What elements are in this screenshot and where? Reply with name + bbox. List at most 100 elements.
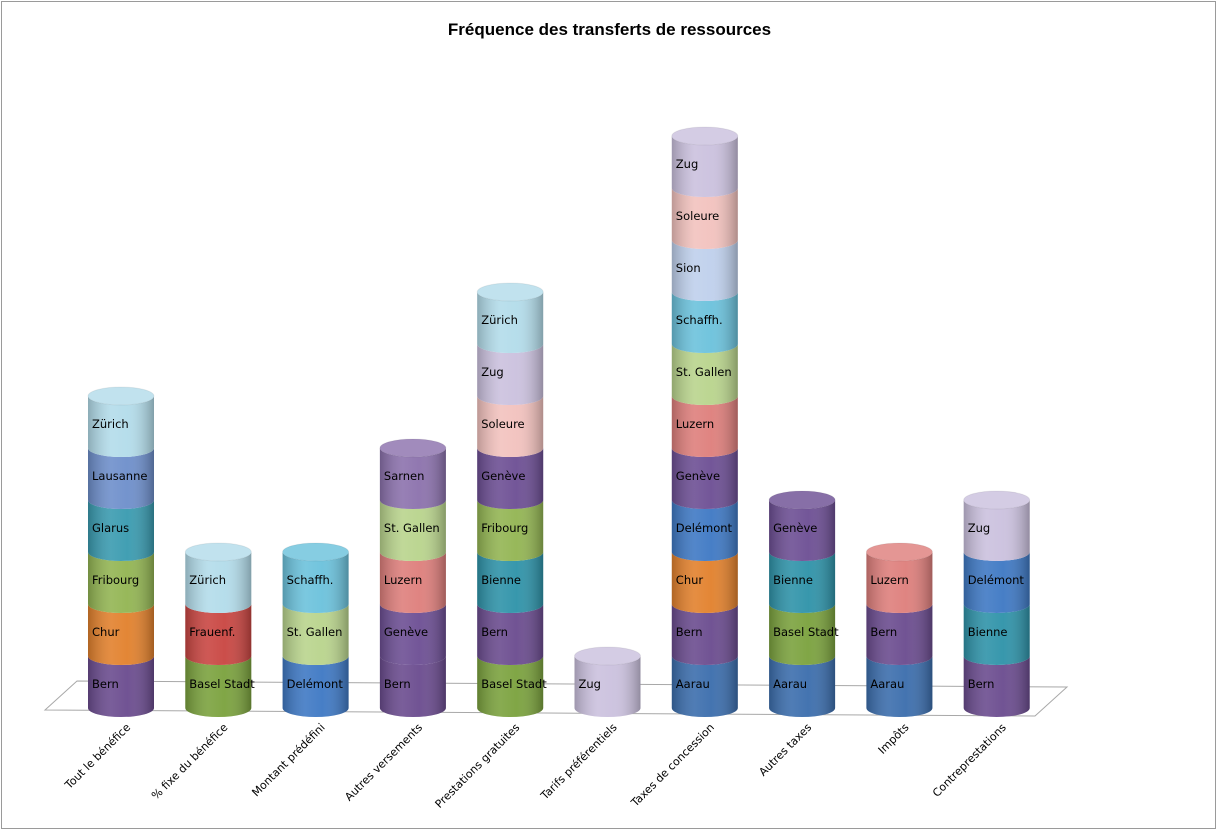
bar-segment: Zürich bbox=[185, 552, 252, 613]
segment-shade bbox=[671, 136, 738, 197]
segment-shade bbox=[866, 656, 933, 717]
segment-label: Genève bbox=[676, 469, 720, 483]
segment-shade bbox=[769, 552, 836, 613]
bar-segment: Luzern bbox=[866, 552, 933, 613]
segment-label: Aarau bbox=[773, 677, 807, 691]
segment-label: Bern bbox=[870, 625, 897, 639]
category-label-prestations-gratuites: Prestations gratuites bbox=[433, 721, 523, 811]
segment-shade bbox=[185, 552, 252, 613]
bar-top-cap bbox=[379, 438, 447, 458]
bar-segment: Frauenf. bbox=[185, 604, 252, 666]
segment-label: Zug bbox=[968, 521, 990, 535]
segment-shade bbox=[671, 188, 738, 249]
segment-label: Bern bbox=[481, 625, 508, 639]
segment-label: Aarau bbox=[870, 677, 904, 691]
segment-label: Zürich bbox=[481, 313, 518, 327]
bar-segment: Bern bbox=[866, 604, 933, 666]
segment-shade bbox=[88, 656, 154, 717]
bar-segment: Bern bbox=[379, 656, 446, 717]
segment-label: St. Gallen bbox=[676, 365, 732, 379]
bar-segment: Bern bbox=[88, 656, 154, 717]
bar-tout-le-benefice: Bern Chur Fribourg Glarus Lausanne Zürich bbox=[87, 386, 155, 717]
bar-top-cap bbox=[671, 126, 739, 146]
bar-segment: Genève bbox=[379, 604, 446, 666]
bar-segment: Zug bbox=[963, 500, 1030, 561]
segment-shade bbox=[282, 604, 349, 666]
segment-label: Bienne bbox=[773, 573, 813, 587]
bar-segment: Bern bbox=[477, 604, 544, 666]
bar-segment: Aarau bbox=[671, 656, 738, 717]
bar-prestations-gratuites: Basel Stadt Bern Bienne Fribourg Genève Soleu… bbox=[476, 282, 547, 717]
bar-top-cap bbox=[574, 646, 641, 666]
bar-segment: Fribourg bbox=[88, 552, 154, 613]
bar-montant-predefini: Delémont St. Gallen Schaffh. bbox=[282, 542, 350, 717]
segment-label: Genève bbox=[481, 469, 525, 483]
segment-shade bbox=[477, 448, 544, 509]
bar-segment: Aarau bbox=[769, 656, 836, 717]
segment-label: Zug bbox=[481, 365, 503, 379]
segment-shade bbox=[866, 604, 933, 666]
bar-segment: Delémont bbox=[963, 552, 1030, 613]
segment-shade bbox=[477, 552, 544, 613]
bar-top-cap bbox=[282, 542, 350, 562]
segment-shade bbox=[477, 396, 544, 457]
bar-segment: Zug bbox=[477, 344, 544, 405]
bar-taxes-de-concession: Aarau Bern Chur Delémont Genève Luzern St. Gal… bbox=[671, 126, 739, 717]
segment-label: St. Gallen bbox=[287, 625, 343, 639]
segment-label: Zug bbox=[579, 677, 601, 691]
bar-segment: Sarnen bbox=[379, 448, 446, 509]
segment-shade bbox=[477, 500, 544, 561]
bar-segment: Zürich bbox=[88, 396, 154, 457]
bar-segment: Soleure bbox=[477, 396, 544, 457]
bar-segment: Zug bbox=[574, 656, 641, 717]
segment-shade bbox=[379, 604, 446, 666]
bar-segment: Bern bbox=[963, 656, 1030, 717]
segment-label: Fribourg bbox=[92, 573, 139, 587]
segment-shade bbox=[671, 656, 738, 717]
segment-shade bbox=[477, 344, 544, 405]
bar-segment: Chur bbox=[671, 552, 738, 613]
segment-label: Chur bbox=[676, 573, 704, 587]
bar-segment: Bienne bbox=[477, 552, 544, 613]
category-label-fixe-du-benefice: % fixe du bénéfice bbox=[149, 721, 230, 802]
bar-segment: Delémont bbox=[282, 656, 349, 717]
bar-segment: Basel Stadt bbox=[769, 604, 839, 666]
bar-contreprestations: Bern Bienne Delémont Zug bbox=[963, 490, 1031, 717]
segment-shade bbox=[282, 552, 349, 613]
segment-shade bbox=[88, 396, 154, 457]
segment-shade bbox=[671, 240, 738, 302]
segment-shade bbox=[963, 656, 1030, 717]
bar-segment: Basel Stadt bbox=[477, 656, 547, 717]
bar-segment: Soleure bbox=[671, 188, 738, 249]
bar-segment: Zug bbox=[671, 136, 738, 197]
segment-label: Soleure bbox=[481, 417, 524, 431]
segment-shade bbox=[671, 448, 738, 509]
segment-label: Schaffh. bbox=[287, 573, 334, 587]
segment-label: Sarnen bbox=[384, 469, 425, 483]
segment-shade bbox=[574, 656, 641, 717]
category-label-tarifs-preferentiels: Tarifs préférentiels bbox=[538, 721, 620, 803]
segment-label: Bienne bbox=[968, 625, 1008, 639]
segment-label: Luzern bbox=[384, 573, 422, 587]
segment-shade bbox=[866, 552, 933, 613]
bar-segment: St. Gallen bbox=[282, 604, 349, 666]
segment-shade bbox=[88, 500, 154, 561]
segment-label: Bienne bbox=[481, 573, 521, 587]
segment-label: Delémont bbox=[287, 677, 344, 691]
segment-shade bbox=[185, 656, 252, 717]
segment-shade bbox=[477, 292, 544, 353]
segment-label: Luzern bbox=[676, 417, 714, 431]
segment-shade bbox=[769, 500, 836, 561]
bar-segment: Bern bbox=[671, 604, 738, 666]
segment-shade bbox=[963, 552, 1030, 613]
segment-shade bbox=[769, 656, 836, 717]
bar-segment: Bienne bbox=[963, 604, 1030, 665]
category-label-taxes-de-concession: Taxes de concession bbox=[628, 721, 717, 810]
segment-label: Schaffh. bbox=[676, 313, 723, 327]
bar-segment: Delémont bbox=[671, 500, 738, 561]
segment-shade bbox=[185, 604, 252, 666]
segment-label: St. Gallen bbox=[384, 521, 440, 535]
segment-label: Zürich bbox=[189, 573, 226, 587]
category-label-impots: Impôts bbox=[876, 721, 912, 757]
bar-segment: Fribourg bbox=[477, 500, 544, 561]
